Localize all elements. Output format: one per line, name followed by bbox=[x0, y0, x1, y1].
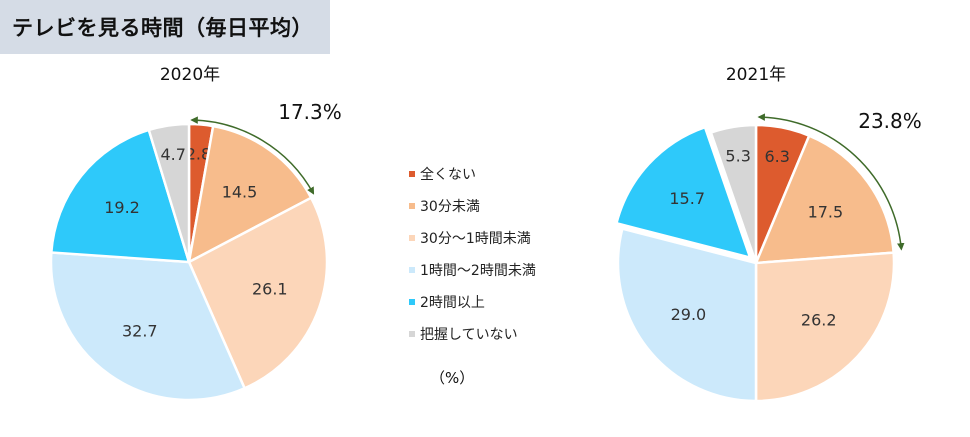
pie-slice bbox=[49, 251, 247, 402]
legend-item: 1時間～2時間未満 bbox=[409, 254, 536, 286]
slice-value-label: 5.3 bbox=[725, 146, 750, 165]
legend-swatch bbox=[409, 235, 415, 241]
slice-value-label: 17.5 bbox=[808, 202, 844, 221]
slice-value-label: 19.2 bbox=[104, 198, 140, 217]
slice-value-label: 14.5 bbox=[222, 182, 258, 201]
legend-item: 30分～1時間未満 bbox=[409, 222, 536, 254]
legend-swatch bbox=[409, 171, 415, 177]
unit-note: （%） bbox=[430, 369, 475, 387]
legend-item: 2時間以上 bbox=[409, 286, 536, 318]
title-box: テレビを見る時間（毎日平均） bbox=[0, 0, 330, 54]
pie-slice bbox=[147, 122, 191, 263]
pie-slice bbox=[49, 128, 191, 264]
slice-value-label: 15.7 bbox=[669, 189, 705, 208]
legend: 全くない 30分未満 30分～1時間未満 1時間～2時間未満 2時間以上 把握し… bbox=[409, 158, 536, 350]
legend-label: 30分～1時間未満 bbox=[420, 231, 531, 247]
pie-slice bbox=[754, 251, 896, 403]
chart-title-2020: 2020年 bbox=[159, 65, 221, 85]
pie-1: 6.3 17.5 26.2 29.0 15.7 5.3 bbox=[614, 113, 905, 403]
pie-0: 2.814.526.132.719.24.7 bbox=[49, 116, 329, 402]
slice-value-label: 26.2 bbox=[801, 311, 837, 330]
legend-item: 把握していない bbox=[409, 318, 536, 350]
annotation-arc bbox=[190, 116, 315, 195]
annotation-2020: 17.3% bbox=[278, 100, 342, 124]
pie-slice bbox=[187, 196, 329, 390]
pie-slice bbox=[709, 123, 758, 264]
legend-swatch bbox=[409, 299, 415, 305]
pie-slice bbox=[616, 227, 758, 403]
legend-label: 把握していない bbox=[420, 327, 518, 343]
legend-swatch bbox=[409, 203, 415, 209]
chart-title-2021: 2021年 bbox=[725, 65, 787, 85]
legend-item: 全くない bbox=[409, 158, 536, 190]
slice-value-label: 6.3 bbox=[764, 147, 789, 166]
slice-value-label: 26.1 bbox=[252, 280, 288, 299]
annotation-arc bbox=[757, 113, 905, 251]
page-title: テレビを見る時間（毎日平均） bbox=[12, 16, 313, 40]
slice-value-label: 32.7 bbox=[122, 322, 158, 341]
legend-label: 全くない bbox=[420, 167, 476, 183]
legend-item: 30分未満 bbox=[409, 190, 536, 222]
legend-label: 30分未満 bbox=[420, 199, 480, 215]
annotation-2021: 23.8% bbox=[858, 109, 922, 133]
legend-label: 1時間～2時間未満 bbox=[420, 263, 536, 279]
slice-value-label: 4.7 bbox=[160, 145, 185, 164]
pie-slice bbox=[614, 125, 753, 260]
slice-value-label: 29.0 bbox=[671, 305, 707, 324]
legend-label: 2時間以上 bbox=[420, 295, 485, 311]
legend-swatch bbox=[409, 331, 415, 337]
legend-swatch bbox=[409, 267, 415, 273]
